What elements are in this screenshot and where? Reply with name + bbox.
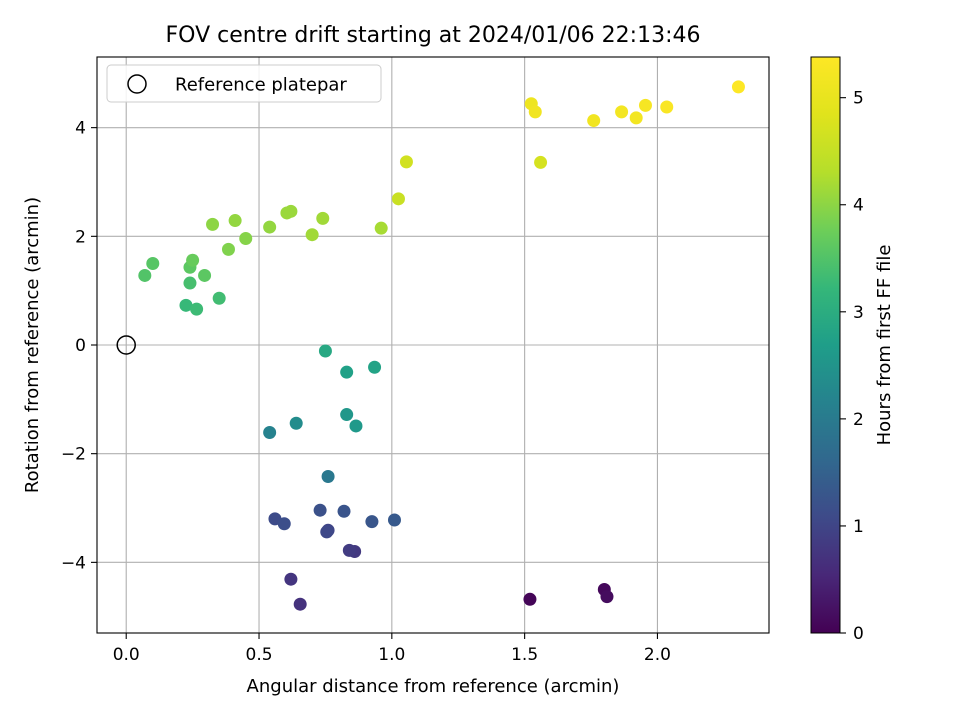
scatter-point [365, 515, 379, 529]
colorbar-tick-label: 5 [853, 89, 864, 109]
colorbar-tick-label: 3 [853, 303, 864, 323]
scatter-point [263, 220, 277, 234]
y-tick-label: 0 [75, 336, 86, 356]
x-tick-label: 2.0 [644, 645, 671, 665]
legend-reference-marker [127, 74, 147, 94]
scatter-point [179, 298, 193, 312]
y-tick-label: 4 [75, 119, 86, 139]
scatter-point [731, 80, 745, 94]
scatter-point [615, 105, 629, 119]
scatter-point [313, 503, 327, 517]
scatter-point [340, 408, 354, 422]
scatter-point [289, 416, 303, 430]
plot-frame [96, 56, 770, 634]
scatter-point [340, 365, 354, 379]
scatter-point [263, 425, 277, 439]
scatter-point [660, 100, 674, 114]
colorbar-label: Hours from first FF file [874, 245, 895, 446]
scatter-point [349, 419, 363, 433]
scatter-point [368, 360, 382, 374]
scatter-point [212, 291, 226, 305]
reference-marker-group [116, 335, 136, 355]
scatter-point [190, 302, 204, 316]
y-axis-ticks: −4 −2 0 2 4 [61, 119, 97, 573]
scatter-point [320, 525, 334, 539]
scatter-point [228, 214, 242, 228]
scatter-point [600, 590, 614, 604]
scatter-point [337, 504, 351, 518]
scatter-point [186, 253, 200, 267]
chart-title: FOV centre drift starting at 2024/01/06 … [166, 23, 701, 48]
scatter-point [399, 155, 413, 169]
scatter-point [183, 276, 197, 290]
scatter-point [284, 572, 298, 586]
scatter-point [138, 268, 152, 282]
x-axis-label: Angular distance from reference (arcmin) [247, 676, 620, 697]
scatter-point [239, 231, 253, 245]
scatter-point [305, 228, 319, 242]
scatter-point [387, 513, 401, 527]
scatter-point [534, 155, 548, 169]
legend-entry-reference-platepar: Reference platepar [175, 75, 347, 96]
scatter-point [587, 114, 601, 128]
scatter-point [206, 217, 220, 231]
colorbar-tick-label: 2 [853, 410, 864, 430]
legend-box [106, 64, 382, 103]
x-tick-label: 0.5 [246, 645, 273, 665]
scatter-point [321, 470, 335, 484]
data-points [138, 80, 745, 611]
colorbar-tick-label: 1 [853, 517, 864, 537]
colorbar-tick-label: 4 [853, 196, 864, 216]
scatter-point [316, 211, 330, 225]
y-tick-label: −4 [61, 553, 86, 573]
scatter-point [284, 204, 298, 218]
x-axis-ticks: 0.0 0.5 1.0 1.5 2.0 [113, 633, 671, 665]
reference-platepar-marker [116, 335, 136, 355]
scatter-point [293, 597, 307, 611]
scatter-point [277, 517, 291, 531]
scatter-point [198, 268, 212, 282]
scatter-point [342, 543, 356, 557]
colorbar-ticks: 0 1 2 3 4 5 [840, 89, 864, 644]
scatter-point [318, 344, 332, 358]
scatter-point [629, 111, 643, 125]
scatter-point [638, 98, 652, 112]
legend: Reference platepar [106, 64, 382, 103]
x-tick-label: 1.5 [511, 645, 538, 665]
colorbar-tick-label: 0 [853, 624, 864, 644]
x-tick-label: 0.0 [113, 645, 140, 665]
x-tick-label: 1.0 [378, 645, 405, 665]
y-axis-label: Rotation from reference (arcmin) [22, 197, 43, 493]
scatter-point [374, 221, 388, 235]
scatter-point [528, 105, 542, 119]
colorbar [810, 56, 841, 634]
grid-lines-y [97, 127, 769, 563]
scatter-point [146, 256, 160, 270]
scatter-point [391, 192, 405, 206]
y-tick-label: −2 [61, 445, 86, 465]
scatter-point [221, 242, 235, 256]
y-tick-label: 2 [75, 227, 86, 247]
scatter-point [523, 592, 537, 606]
